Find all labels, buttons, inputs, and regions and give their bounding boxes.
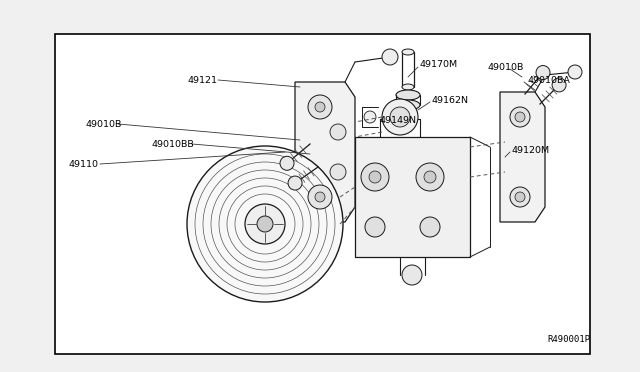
Circle shape bbox=[510, 187, 530, 207]
Text: 49010B: 49010B bbox=[85, 119, 122, 128]
Text: 49170M: 49170M bbox=[420, 60, 458, 68]
Circle shape bbox=[308, 95, 332, 119]
Text: 49121: 49121 bbox=[188, 76, 218, 84]
Circle shape bbox=[382, 99, 418, 135]
Circle shape bbox=[402, 265, 422, 285]
FancyBboxPatch shape bbox=[55, 34, 590, 354]
Circle shape bbox=[187, 146, 343, 302]
Circle shape bbox=[361, 163, 389, 191]
Circle shape bbox=[369, 171, 381, 183]
Circle shape bbox=[308, 185, 332, 209]
Circle shape bbox=[288, 176, 302, 190]
Circle shape bbox=[515, 112, 525, 122]
Ellipse shape bbox=[402, 49, 414, 55]
Polygon shape bbox=[500, 92, 545, 222]
Polygon shape bbox=[295, 82, 355, 222]
Text: R490001P: R490001P bbox=[547, 335, 590, 344]
Circle shape bbox=[330, 164, 346, 180]
Circle shape bbox=[416, 163, 444, 191]
Circle shape bbox=[382, 49, 398, 65]
Circle shape bbox=[315, 192, 325, 202]
Ellipse shape bbox=[396, 100, 420, 110]
Circle shape bbox=[330, 124, 346, 140]
Text: 49149N: 49149N bbox=[380, 115, 417, 125]
Text: 49162N: 49162N bbox=[432, 96, 469, 105]
Circle shape bbox=[365, 217, 385, 237]
Circle shape bbox=[510, 107, 530, 127]
Text: 49120M: 49120M bbox=[512, 145, 550, 154]
Ellipse shape bbox=[396, 90, 420, 100]
FancyBboxPatch shape bbox=[355, 137, 470, 257]
Circle shape bbox=[536, 65, 550, 80]
Text: 49110: 49110 bbox=[68, 160, 98, 169]
Circle shape bbox=[420, 217, 440, 237]
Circle shape bbox=[315, 102, 325, 112]
Circle shape bbox=[424, 171, 436, 183]
Ellipse shape bbox=[402, 84, 414, 90]
Circle shape bbox=[245, 204, 285, 244]
Circle shape bbox=[364, 111, 376, 123]
Text: 49010B: 49010B bbox=[488, 62, 524, 71]
Circle shape bbox=[390, 107, 410, 127]
Circle shape bbox=[568, 65, 582, 79]
Text: 49010BA: 49010BA bbox=[528, 76, 571, 84]
Circle shape bbox=[515, 192, 525, 202]
Circle shape bbox=[257, 216, 273, 232]
Circle shape bbox=[552, 78, 566, 92]
Text: 49010BB: 49010BB bbox=[152, 140, 195, 148]
Circle shape bbox=[280, 156, 294, 170]
